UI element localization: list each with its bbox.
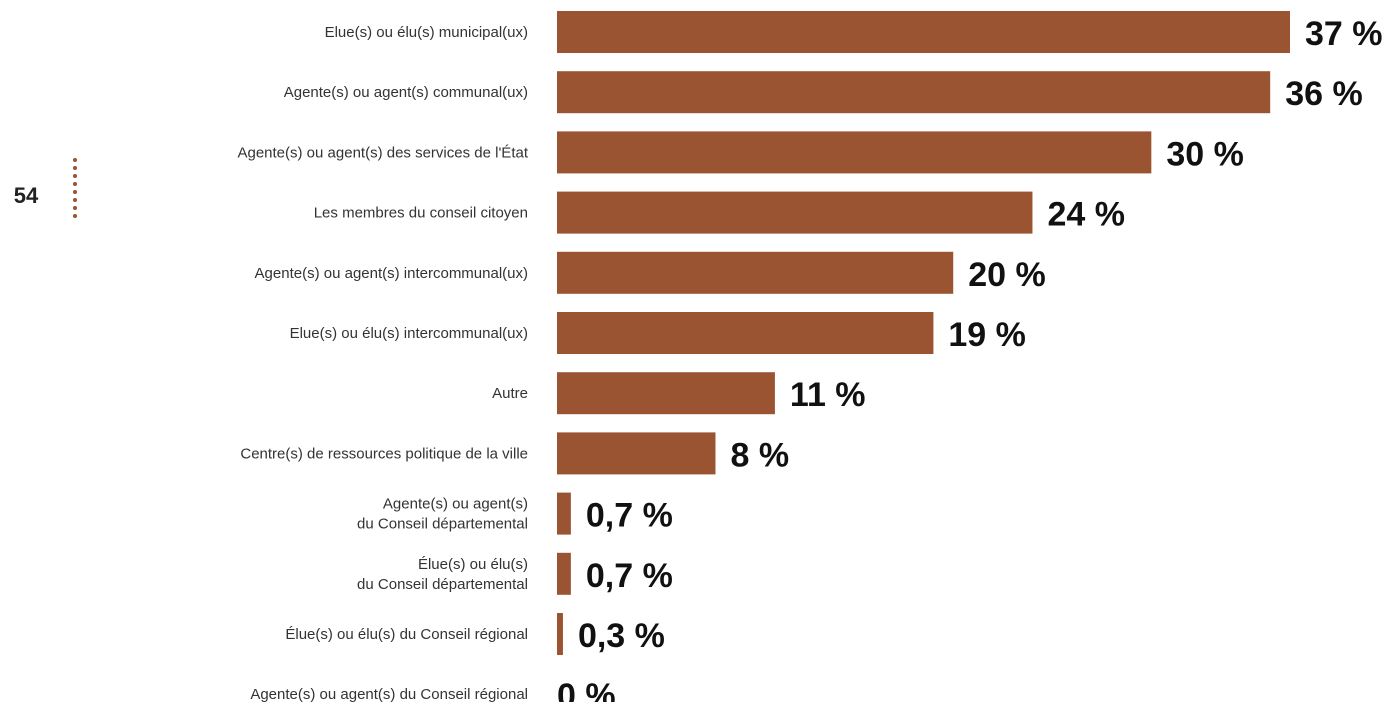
category-label: Agente(s) ou agent(s) communal(ux) — [284, 84, 528, 101]
category-label: Agente(s) ou agent(s) des services de l'… — [237, 144, 528, 161]
bar — [557, 191, 1033, 234]
bar — [557, 613, 563, 655]
value-label: 0 % — [557, 677, 616, 702]
value-label: 30 % — [1166, 135, 1244, 173]
category-label: Agente(s) ou agent(s) intercommunal(ux) — [255, 265, 528, 282]
category-label: Centre(s) de ressources politique de la … — [240, 445, 528, 462]
category-label: Agente(s) ou agent(s) du Conseil régiona… — [250, 686, 528, 702]
bar — [557, 372, 775, 415]
value-label: 11 % — [790, 376, 866, 414]
bar — [557, 432, 716, 475]
category-label: Elue(s) ou élu(s) municipal(ux) — [325, 24, 528, 41]
value-label: 8 % — [730, 436, 789, 474]
bar — [557, 492, 571, 535]
category-label: Élue(s) ou élu(s) du Conseil départementa… — [357, 556, 528, 593]
value-label: 19 % — [948, 316, 1026, 354]
value-label: 0,7 % — [586, 557, 673, 595]
category-label: Élue(s) ou élu(s) du Conseil régional — [285, 626, 528, 643]
value-label: 0,7 % — [586, 497, 673, 535]
value-label: 0,3 % — [578, 617, 665, 655]
value-label: 36 % — [1285, 75, 1363, 113]
category-label: Les membres du conseil citoyen — [314, 205, 528, 222]
bar — [557, 131, 1152, 174]
bar — [557, 312, 934, 354]
dots — [73, 158, 77, 218]
bar — [557, 251, 954, 294]
value-label: 24 % — [1047, 196, 1125, 234]
category-label: Agente(s) ou agent(s) du Conseil départem… — [357, 496, 528, 533]
page-number: 54 — [14, 183, 39, 208]
category-label: Autre — [492, 385, 528, 402]
bar — [557, 71, 1271, 114]
category-label: Elue(s) ou élu(s) intercommunal(ux) — [290, 325, 528, 342]
value-label: 37 % — [1305, 15, 1383, 53]
bar — [557, 11, 1290, 53]
bar — [557, 552, 571, 595]
value-label: 20 % — [968, 256, 1046, 294]
